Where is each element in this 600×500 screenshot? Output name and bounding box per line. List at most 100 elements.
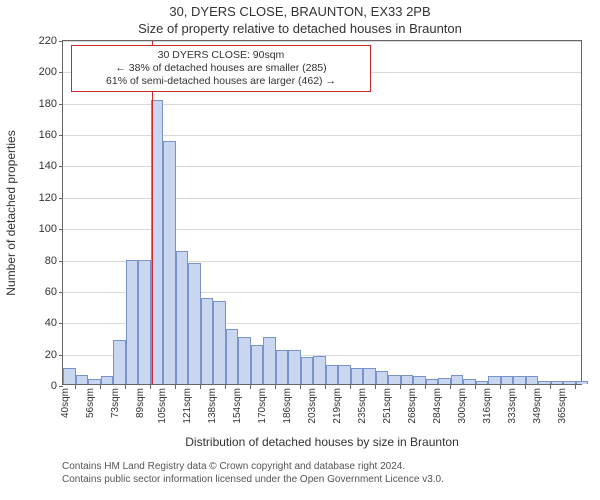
x-tick-label: 349sqm <box>533 388 544 424</box>
x-tick-label: 300sqm <box>458 388 469 424</box>
x-tick-label: 138sqm <box>208 388 219 424</box>
histogram-bar <box>88 379 101 384</box>
x-tick-mark <box>275 385 276 389</box>
footer-line-2: Contains public sector information licen… <box>62 473 444 486</box>
page: 30, DYERS CLOSE, BRAUNTON, EX33 2PB Size… <box>0 0 600 500</box>
x-tick-mark <box>575 385 576 389</box>
x-tick-label: 284sqm <box>433 388 444 424</box>
x-tick-label: 235sqm <box>358 388 369 424</box>
y-tick-label: 80 <box>45 255 63 267</box>
y-tick-label: 60 <box>45 286 63 298</box>
histogram-bar <box>338 365 351 384</box>
y-tick-label: 20 <box>45 349 63 361</box>
x-tick-label: 121sqm <box>183 388 194 424</box>
histogram-bar <box>113 340 126 384</box>
histogram-bar <box>576 381 589 384</box>
histogram-plot: 02040608010012014016018020022040sqm56sqm… <box>62 40 582 385</box>
x-tick-label: 365sqm <box>558 388 569 424</box>
histogram-bar <box>426 379 439 384</box>
y-axis-label: Number of detached properties <box>4 130 18 295</box>
y-tick-label: 220 <box>39 35 63 47</box>
y-gridline <box>63 135 581 136</box>
histogram-bar <box>351 368 364 384</box>
x-tick-mark <box>550 385 551 389</box>
histogram-bar <box>413 376 426 384</box>
histogram-bar <box>476 381 489 384</box>
histogram-bar <box>451 375 464 384</box>
x-tick-mark <box>200 385 201 389</box>
histogram-bar <box>238 337 251 384</box>
x-tick-label: 40sqm <box>60 388 71 418</box>
histogram-bar <box>176 251 189 384</box>
histogram-bar <box>263 337 276 384</box>
histogram-bar <box>376 371 389 384</box>
x-tick-label: 268sqm <box>408 388 419 424</box>
x-tick-mark <box>500 385 501 389</box>
y-gridline <box>63 166 581 167</box>
histogram-bar <box>526 376 539 384</box>
x-tick-mark <box>225 385 226 389</box>
x-tick-label: 203sqm <box>308 388 319 424</box>
annotation-line: 61% of semi-detached houses are larger (… <box>75 75 367 88</box>
x-tick-label: 251sqm <box>383 388 394 424</box>
histogram-bar <box>201 298 214 384</box>
annotation-line: ← 38% of detached houses are smaller (28… <box>75 62 367 75</box>
histogram-bar <box>488 376 501 384</box>
title-address: 30, DYERS CLOSE, BRAUNTON, EX33 2PB <box>0 4 600 21</box>
x-tick-mark <box>175 385 176 389</box>
histogram-bar <box>126 260 139 384</box>
title-subtitle: Size of property relative to detached ho… <box>0 21 600 38</box>
histogram-bar <box>401 375 414 384</box>
x-tick-mark <box>75 385 76 389</box>
histogram-bar <box>313 356 326 384</box>
x-tick-mark <box>425 385 426 389</box>
histogram-bar <box>188 263 201 384</box>
x-tick-mark <box>400 385 401 389</box>
x-tick-label: 73sqm <box>110 388 121 418</box>
histogram-bar <box>63 368 76 384</box>
histogram-bar <box>551 381 564 384</box>
histogram-bar <box>276 350 289 385</box>
x-tick-label: 105sqm <box>158 388 169 424</box>
histogram-bar <box>301 357 314 384</box>
annotation-line: 30 DYERS CLOSE: 90sqm <box>75 49 367 62</box>
y-tick-label: 160 <box>39 129 63 141</box>
x-tick-mark <box>450 385 451 389</box>
footer-line-1: Contains HM Land Registry data © Crown c… <box>62 460 444 473</box>
histogram-bar <box>501 376 514 384</box>
histogram-bar <box>226 329 239 384</box>
x-tick-label: 89sqm <box>135 388 146 418</box>
y-gridline <box>63 41 581 42</box>
y-tick-label: 180 <box>39 98 63 110</box>
x-tick-mark <box>300 385 301 389</box>
x-tick-label: 333sqm <box>508 388 519 424</box>
x-tick-label: 219sqm <box>333 388 344 424</box>
x-tick-mark <box>150 385 151 389</box>
y-tick-label: 200 <box>39 66 63 78</box>
histogram-bar <box>138 260 151 384</box>
y-tick-label: 140 <box>39 160 63 172</box>
y-gridline <box>63 229 581 230</box>
x-tick-mark <box>375 385 376 389</box>
footer: Contains HM Land Registry data © Crown c… <box>62 460 444 486</box>
x-tick-mark <box>350 385 351 389</box>
histogram-bar <box>563 381 576 384</box>
x-tick-mark <box>250 385 251 389</box>
histogram-bar <box>76 375 89 384</box>
x-tick-label: 170sqm <box>258 388 269 424</box>
histogram-bar <box>251 345 264 384</box>
histogram-bar <box>538 381 551 384</box>
x-tick-mark <box>325 385 326 389</box>
y-tick-label: 40 <box>45 317 63 329</box>
x-tick-mark <box>475 385 476 389</box>
histogram-bar <box>326 365 339 384</box>
histogram-bar <box>388 375 401 384</box>
y-gridline <box>63 104 581 105</box>
x-tick-label: 186sqm <box>283 388 294 424</box>
y-gridline <box>63 198 581 199</box>
histogram-bar <box>513 376 526 384</box>
title-block: 30, DYERS CLOSE, BRAUNTON, EX33 2PB Size… <box>0 0 600 38</box>
histogram-bar <box>213 301 226 384</box>
histogram-bar <box>438 378 451 384</box>
histogram-bar <box>363 368 376 384</box>
